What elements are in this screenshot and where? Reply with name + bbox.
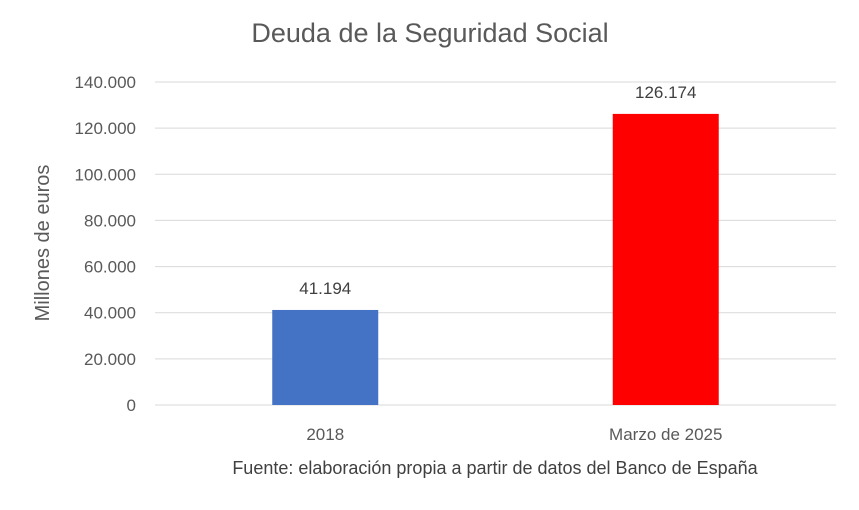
y-tick-label: 40.000	[84, 304, 136, 323]
data-labels: 41.194 126.174	[299, 83, 696, 298]
x-axis-categories: 2018 Marzo de 2025	[306, 425, 722, 444]
y-axis-label: Millones de euros	[32, 165, 54, 322]
y-tick-label: 20.000	[84, 350, 136, 369]
chart-title: Deuda de la Seguridad Social	[251, 18, 608, 48]
data-label: 41.194	[299, 279, 351, 298]
x-category-label: Marzo de 2025	[609, 425, 722, 444]
bar-0	[272, 309, 379, 405]
y-tick-label: 140.000	[75, 73, 136, 92]
y-tick-label: 100.000	[75, 165, 136, 184]
bar-1	[612, 113, 719, 405]
gridlines	[155, 81, 836, 406]
y-tick-label: 60.000	[84, 258, 136, 277]
y-axis-ticks: 0 20.000 40.000 60.000 80.000 100.000 120.000 1…	[75, 73, 136, 415]
data-label: 126.174	[635, 83, 696, 102]
y-tick-label: 80.000	[84, 211, 136, 230]
y-tick-label: 0	[127, 396, 136, 415]
x-category-label: 2018	[306, 425, 344, 444]
source-note: Fuente: elaboración propia a partir de d…	[232, 458, 758, 478]
bars	[272, 113, 719, 405]
y-tick-label: 120.000	[75, 119, 136, 138]
